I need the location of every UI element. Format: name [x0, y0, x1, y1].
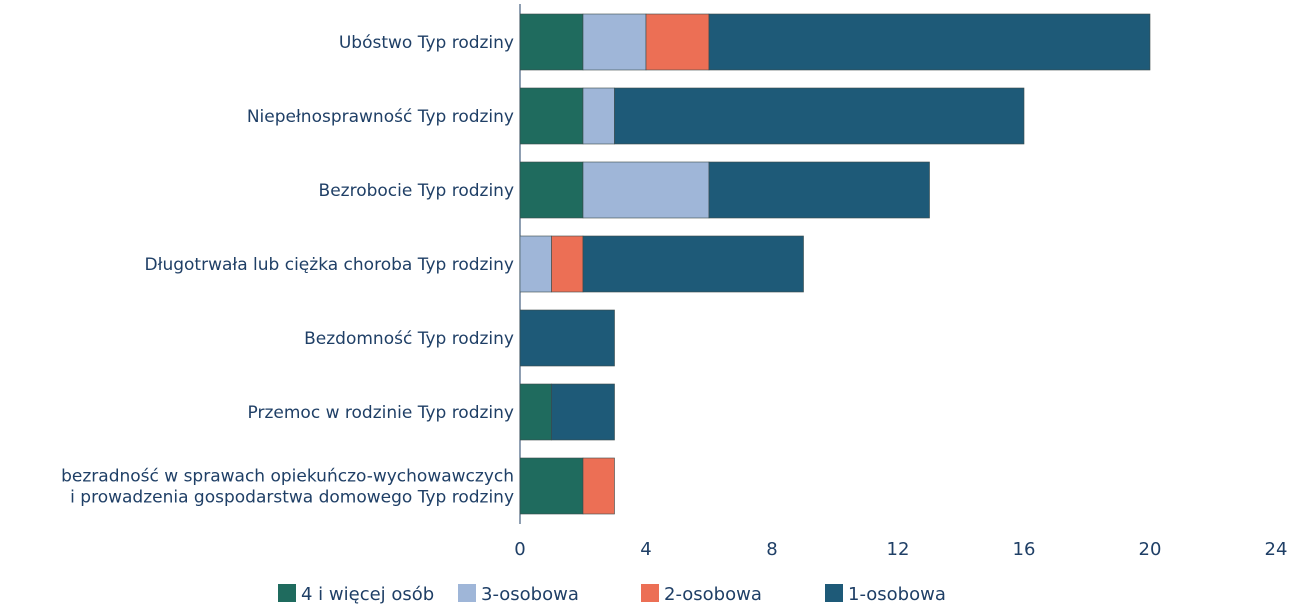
bar-segment [708, 161, 930, 219]
legend-swatch [825, 584, 843, 602]
bar-segment [708, 13, 1151, 71]
x-tick-label: 4 [640, 539, 651, 560]
x-tick-label: 12 [887, 539, 910, 560]
legend-label: 2-osobowa [664, 584, 762, 605]
bar-segment [519, 235, 552, 293]
bar-segment [519, 13, 584, 71]
x-tick-label: 0 [514, 539, 525, 560]
bar-segment [519, 161, 584, 219]
bar-segment [614, 87, 1025, 145]
category-label: Ubóstwo Typ rodziny [339, 33, 514, 53]
category-label: Niepełnosprawność Typ rodziny [247, 107, 514, 127]
x-tick-label: 16 [1013, 539, 1036, 560]
bar-segment [551, 383, 615, 441]
bars-group [519, 13, 1151, 515]
bar-segment [519, 87, 584, 145]
bar-segment [645, 13, 710, 71]
category-label: Bezrobocie Typ rodziny [319, 181, 514, 201]
legend-swatch [458, 584, 476, 602]
category-label: Bezdomność Typ rodziny [304, 329, 514, 349]
legend-label: 4 i więcej osób [301, 584, 434, 605]
bar-segment [519, 309, 615, 367]
bar-segment [582, 13, 647, 71]
legend-swatch [278, 584, 296, 602]
category-labels: Ubóstwo Typ rodziny Niepełnosprawność Typ… [61, 33, 514, 508]
bar-segment [519, 457, 584, 515]
category-label: bezradność w sprawach opiekuńczo-wychowa… [61, 467, 514, 487]
category-label: Długotrwała lub ciężka choroba Typ rodzi… [145, 255, 514, 275]
category-label: i prowadzenia gospodarstwa domowego Typ … [70, 488, 514, 508]
bar-segment [582, 87, 615, 145]
x-tick-labels: 0 4 8 12 16 20 24 [514, 539, 1287, 560]
bar-segment [551, 235, 584, 293]
category-label: Przemoc w rodzinie Typ rodziny [248, 403, 514, 423]
bar-segment [519, 383, 552, 441]
legend-label: 1-osobowa [848, 584, 946, 605]
legend: 4 i więcej osób 3-osobowa 2-osobowa 1-osobo… [278, 584, 946, 605]
x-tick-label: 24 [1265, 539, 1288, 560]
bar-segment [582, 457, 615, 515]
bar-segment [582, 235, 804, 293]
legend-swatch [641, 584, 659, 602]
legend-label: 3-osobowa [481, 584, 579, 605]
x-tick-label: 20 [1139, 539, 1162, 560]
bar-segment [582, 161, 710, 219]
x-tick-label: 8 [766, 539, 777, 560]
